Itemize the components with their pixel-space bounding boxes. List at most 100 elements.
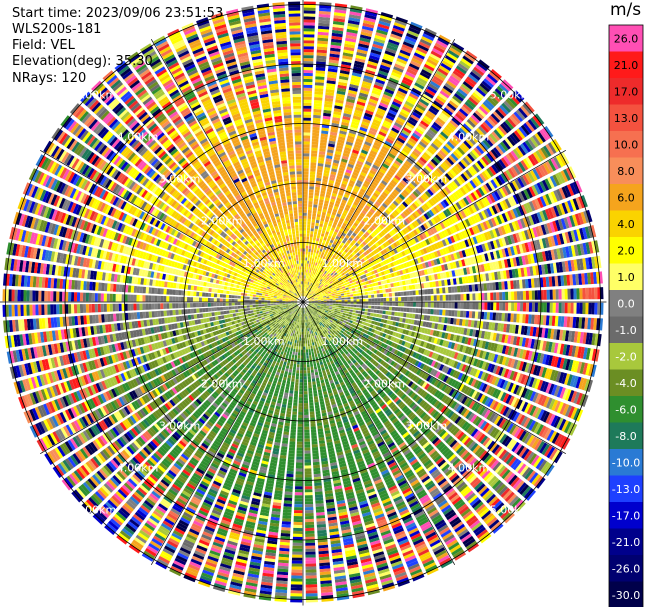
gate	[308, 192, 314, 196]
gate	[344, 43, 355, 49]
gate	[323, 109, 332, 114]
gate	[342, 280, 347, 284]
gate	[322, 249, 326, 253]
gate	[341, 212, 347, 217]
gate	[326, 77, 337, 82]
gate	[518, 205, 525, 216]
gate	[552, 289, 556, 300]
gate	[325, 272, 329, 276]
gate	[416, 198, 423, 206]
gate	[389, 150, 398, 157]
gate	[469, 302, 473, 310]
gate	[313, 198, 319, 202]
gate	[481, 198, 488, 208]
gate	[303, 287, 305, 291]
gate	[549, 175, 558, 187]
gate	[374, 175, 382, 182]
gate	[410, 168, 418, 175]
gate	[307, 260, 310, 264]
gate	[407, 119, 417, 127]
gate	[390, 256, 395, 262]
gate	[450, 253, 455, 261]
gate	[433, 288, 437, 294]
gate	[315, 222, 319, 227]
gate	[337, 172, 344, 178]
gate	[403, 262, 408, 268]
gate	[362, 182, 369, 188]
gate	[303, 239, 306, 243]
gate	[339, 287, 343, 290]
gate	[312, 255, 315, 259]
gate	[334, 238, 339, 243]
gate	[313, 231, 318, 235]
gate	[303, 180, 309, 184]
gate	[510, 246, 515, 256]
gate	[337, 87, 347, 93]
gate	[343, 113, 352, 118]
gate	[303, 251, 306, 255]
gate	[350, 81, 360, 86]
gate	[329, 300, 333, 302]
gate	[323, 253, 327, 257]
gate	[303, 99, 312, 103]
gate	[349, 157, 356, 163]
gate	[315, 262, 318, 266]
gate	[345, 101, 355, 107]
gate	[553, 234, 559, 246]
gate	[329, 303, 333, 305]
gate	[362, 118, 371, 124]
gate	[443, 229, 450, 237]
gate	[439, 90, 450, 99]
gate	[493, 129, 503, 140]
gate	[339, 70, 350, 75]
gate	[424, 165, 433, 173]
gate	[415, 145, 424, 153]
gate	[407, 296, 411, 301]
gate	[335, 294, 339, 297]
gate	[310, 159, 317, 163]
gate	[344, 315, 349, 319]
gate	[501, 248, 507, 258]
gate	[449, 75, 460, 84]
gate	[368, 130, 377, 136]
gate	[368, 271, 373, 276]
gate	[371, 181, 378, 187]
gate	[410, 21, 423, 30]
gate	[524, 140, 534, 151]
gate	[433, 100, 443, 109]
gate	[537, 165, 546, 177]
gate	[432, 140, 441, 149]
gate	[495, 239, 501, 248]
gate	[411, 238, 417, 245]
gate	[308, 266, 311, 270]
gate	[454, 310, 458, 317]
gate	[373, 269, 378, 274]
gate	[463, 208, 470, 217]
gate	[346, 275, 351, 279]
gate	[326, 304, 330, 306]
gate	[355, 103, 365, 109]
gate	[393, 227, 399, 233]
gate	[321, 127, 329, 132]
gate	[370, 256, 375, 262]
gate	[429, 186, 436, 194]
gate	[361, 149, 369, 155]
gate	[425, 201, 433, 209]
gate	[325, 215, 330, 220]
gate	[358, 255, 363, 260]
gate	[467, 167, 476, 177]
gate	[321, 252, 325, 256]
gate	[591, 302, 595, 315]
gate	[465, 195, 473, 204]
gate	[368, 302, 372, 305]
gate	[398, 134, 407, 142]
gate	[338, 81, 348, 87]
gate	[442, 309, 446, 316]
gate	[365, 109, 374, 116]
gate	[377, 281, 382, 286]
gate	[462, 123, 472, 133]
gate	[331, 168, 338, 173]
gate	[526, 187, 533, 199]
gate	[331, 119, 340, 125]
gate	[375, 286, 380, 290]
